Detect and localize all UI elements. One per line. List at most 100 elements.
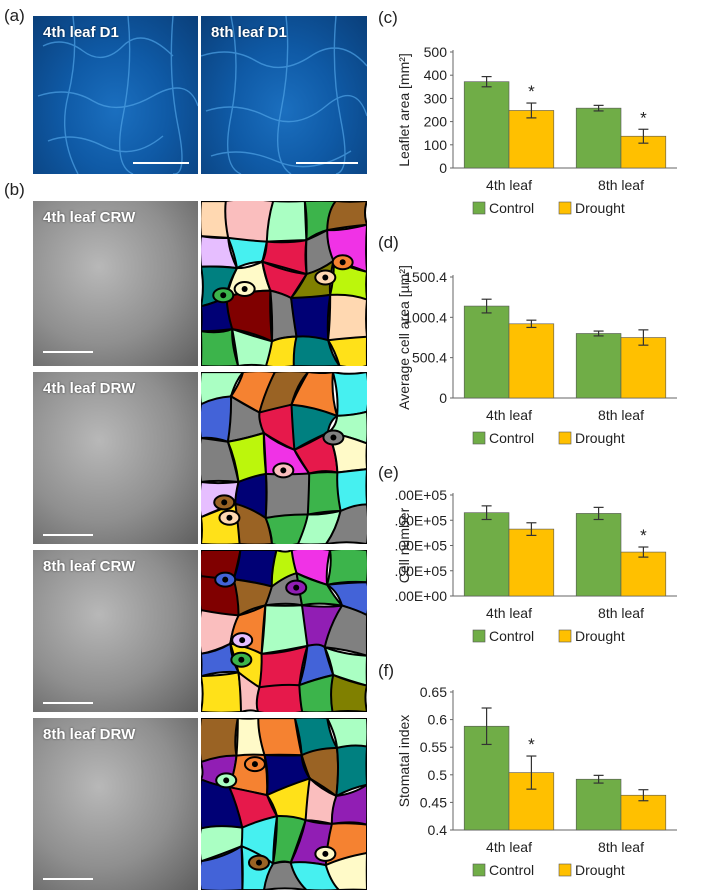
x-tick-label: 8th leaf: [598, 839, 644, 855]
segmentation-map-8th-leaf-drw: [201, 718, 367, 890]
segmentation-map-4th-leaf-drw: [201, 372, 367, 544]
cell-outline-pattern: [201, 16, 367, 174]
legend-label-control: Control: [489, 430, 534, 446]
micrograph-caption: 8th leaf D1: [211, 24, 287, 41]
bar-control-1: [463, 81, 510, 169]
micrograph-8th-leaf-crw: 8th leaf CRW: [33, 550, 198, 712]
error-bar: [593, 506, 604, 521]
micrograph-8th-leaf-drw: 8th leaf DRW: [33, 718, 198, 890]
y-tick-label: 1000.4: [404, 309, 447, 325]
segmented-cell: [262, 860, 308, 890]
y-axis-label: Cell number: [396, 507, 412, 583]
segmented-cell: [330, 783, 367, 826]
scale-bar: [133, 162, 189, 164]
segmented-cell: [255, 683, 304, 712]
stomata-marker: [212, 287, 235, 304]
y-tick-label: 400: [424, 67, 448, 83]
stomata-marker: [314, 845, 337, 862]
stomata-marker: [243, 756, 266, 773]
micrograph-4th-leaf-drw: 4th leaf DRW: [33, 372, 198, 544]
error-bar: [481, 707, 492, 746]
error-bar: [593, 104, 604, 112]
segmented-cell: [323, 604, 367, 657]
stomata-marker: [322, 429, 345, 446]
x-tick-label: 8th leaf: [598, 407, 644, 423]
micrograph-4th-leaf-crw: 4th leaf CRW: [33, 201, 198, 366]
error-bar: [593, 330, 604, 337]
panel-a-label: (a): [4, 6, 25, 25]
stomata-marker: [213, 494, 236, 511]
bar-control-2: [575, 333, 622, 399]
panel-c-label: (c): [378, 8, 398, 27]
significance-marker: *: [528, 735, 535, 754]
segmented-cell: [306, 471, 342, 516]
chart-cell-number: Cell number 0.00E+00 1.00E+05 2.00E+05 3.00E…: [395, 487, 677, 644]
y-axis-label: Average cell area [µm²]: [396, 265, 412, 410]
stomata-marker: [214, 571, 237, 588]
segmented-cell: [230, 327, 274, 366]
y-tick-label: 200: [424, 114, 448, 130]
legend-label-drought: Drought: [575, 628, 625, 644]
scale-bar: [296, 162, 358, 164]
segmented-cell: [234, 502, 274, 544]
segmented-cell: [298, 673, 335, 712]
legend-label-control: Control: [489, 200, 534, 216]
segmented-cell: [201, 671, 243, 712]
y-axis-label: Leaflet area [mm²]: [396, 53, 412, 167]
y-tick-label: 2.00E+05: [395, 538, 447, 554]
segmented-cell: [324, 581, 367, 617]
stomata-marker: [230, 651, 253, 668]
error-bar: [593, 774, 604, 784]
micrograph-8th-leaf-d1: 8th leaf D1: [201, 16, 367, 174]
chart-average-cell-area: Average cell area [µm²] 0 500.4 1000.4 1500.…: [396, 265, 677, 446]
micrograph-4th-leaf-d1: 4th leaf D1: [33, 16, 198, 174]
segmented-cell: [224, 201, 275, 244]
error-bar: [638, 329, 649, 346]
scale-bar: [43, 702, 93, 704]
y-tick-label: 4.00E+05: [395, 487, 447, 503]
chart-stomatal-index: Stomatal index 0.4 0.45 0.5 0.55 0.6 0.65 * 4th …: [396, 684, 677, 878]
stomata-marker: [233, 281, 256, 298]
segmented-cell: [265, 201, 308, 243]
y-tick-label: 3.00E+05: [395, 512, 447, 528]
segmented-cell: [331, 372, 367, 417]
error-bar: [481, 75, 492, 88]
stomata-marker: [314, 269, 337, 286]
segmented-cell: [336, 468, 367, 513]
segmented-cell: [326, 293, 367, 342]
error-bar: [526, 319, 537, 329]
error-bar: [638, 546, 649, 558]
cell-outline-pattern: [37, 16, 198, 174]
segmentation-map-8th-leaf-crw: [201, 550, 367, 712]
legend-label-drought: Drought: [575, 200, 625, 216]
segmented-cell: [324, 851, 367, 890]
legend-swatch-control: [472, 431, 486, 445]
micrograph-caption: 4th leaf DRW: [43, 380, 136, 397]
y-tick-label: 0.5: [428, 767, 448, 783]
segmented-cell: [201, 844, 244, 890]
legend-label-control: Control: [489, 628, 534, 644]
y-tick-label: 0.55: [420, 739, 447, 755]
segmented-cell: [237, 670, 261, 712]
stomata-marker: [218, 509, 241, 526]
bar-control-1: [463, 512, 510, 597]
segmented-cell: [325, 410, 367, 445]
y-tick-label: 0.4: [428, 822, 448, 838]
y-tick-label: 0: [439, 160, 447, 176]
error-bar: [526, 102, 537, 119]
segmentation-map-4th-leaf-crw: [201, 201, 367, 366]
legend-label-drought: Drought: [575, 430, 625, 446]
significance-marker: *: [528, 82, 535, 101]
bar-drought-1: [508, 528, 555, 597]
micrograph-caption: 8th leaf CRW: [43, 558, 136, 575]
error-bar: [638, 128, 649, 144]
y-tick-label: 100: [424, 137, 448, 153]
y-tick-label: 0.00E+00: [395, 588, 447, 604]
legend-swatch-control: [472, 863, 486, 877]
bar-drought-2: [620, 337, 667, 399]
segmented-cell: [335, 744, 367, 798]
panel-b-label: (b): [4, 180, 25, 199]
micrograph-caption: 4th leaf D1: [43, 24, 119, 41]
legend-label-drought: Drought: [575, 862, 625, 878]
stomata-marker: [231, 632, 254, 649]
